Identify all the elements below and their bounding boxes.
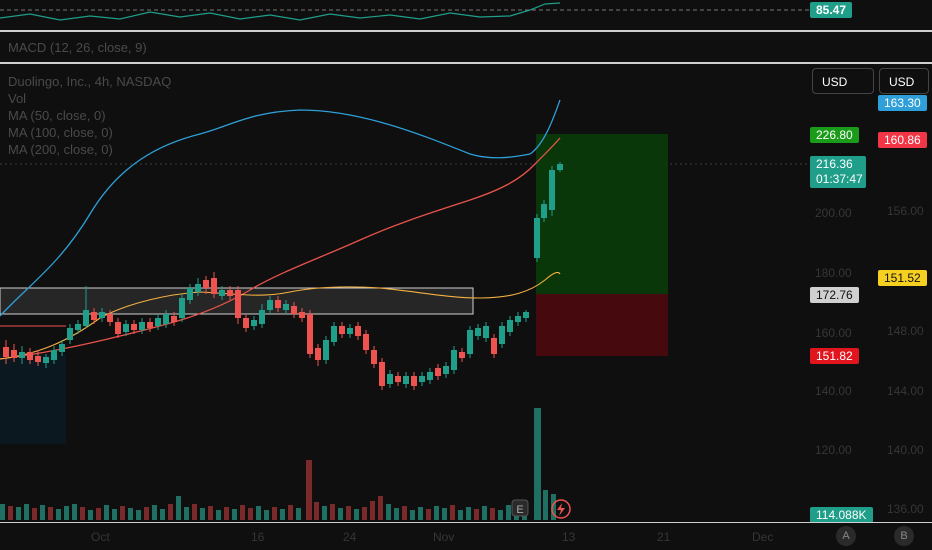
right-axis-tick: 156.00: [887, 204, 924, 218]
ma200-line: [0, 99, 561, 317]
rsi-pane: [0, 2, 810, 21]
time-axis-tick: Oct: [91, 530, 110, 544]
time-axis-tick: 21: [657, 530, 671, 544]
volume-bars: [0, 408, 556, 520]
right-top-tag: 163.30: [878, 95, 927, 111]
macd-label: MACD (12, 26, close, 9): [8, 40, 147, 55]
earnings-marker-label[interactable]: E: [516, 504, 524, 516]
right-axis-tick: 148.00: [887, 324, 924, 338]
currency-selector-right[interactable]: USD: [879, 68, 929, 94]
bar-countdown: 01:37:47: [816, 172, 863, 186]
legend-ma100[interactable]: MA (100, close, 0): [8, 125, 113, 140]
loss-zone: [536, 294, 668, 356]
left-axis-tick: 200.00: [815, 206, 852, 220]
range-shade: [0, 354, 66, 444]
candles: [3, 162, 563, 390]
time-axis-tick: 24: [343, 530, 357, 544]
left-axis-tick: 140.00: [815, 384, 852, 398]
auto-scale-button[interactable]: A: [836, 526, 856, 546]
time-axis-tick: 16: [251, 530, 265, 544]
right-axis-tick: 136.00: [887, 502, 924, 516]
current-price: 216.36: [816, 157, 853, 171]
profit-zone: [536, 134, 668, 294]
right-low-tag: 151.52: [878, 270, 927, 286]
right-ma-tag: 160.86: [878, 132, 927, 148]
left-axis-tick: 160.00: [815, 326, 852, 340]
right-axis-tick: 140.00: [887, 443, 924, 457]
time-axis-separator: [0, 522, 932, 523]
right-axis-tick: 144.00: [887, 384, 924, 398]
left-axis-tick: 120.00: [815, 443, 852, 457]
earnings-marker: [511, 499, 529, 517]
ma50-line: [0, 137, 561, 360]
rsi-line: [0, 2, 561, 21]
symbol-title[interactable]: Duolingo, Inc., 4h, NASDAQ: [8, 74, 172, 89]
rsi-value-tag: 85.47: [810, 2, 853, 18]
time-axis-tick: Nov: [433, 530, 455, 544]
current-price-tag: 216.36 01:37:47: [810, 156, 866, 188]
entry-price-tag: 172.76: [810, 287, 859, 303]
pane-separator-2: [0, 62, 932, 64]
stop-price-tag: 151.82: [810, 348, 859, 364]
time-axis-tick: 13: [562, 530, 576, 544]
volume-tag: 114.088K: [810, 507, 873, 523]
dividend-lightning-icon: [551, 499, 571, 519]
legend-ma50[interactable]: MA (50, close, 0): [8, 108, 106, 123]
target-price-tag: 226.80: [810, 127, 859, 143]
legend-ma200[interactable]: MA (200, close, 0): [8, 142, 113, 157]
b-button[interactable]: B: [894, 526, 914, 546]
price-chart[interactable]: [0, 64, 810, 522]
left-axis-tick: 180.00: [815, 266, 852, 280]
currency-selector-left[interactable]: USD: [812, 68, 874, 94]
pane-separator-1: [0, 30, 932, 32]
time-axis-tick: Dec: [752, 530, 774, 544]
legend-vol[interactable]: Vol: [8, 91, 27, 106]
